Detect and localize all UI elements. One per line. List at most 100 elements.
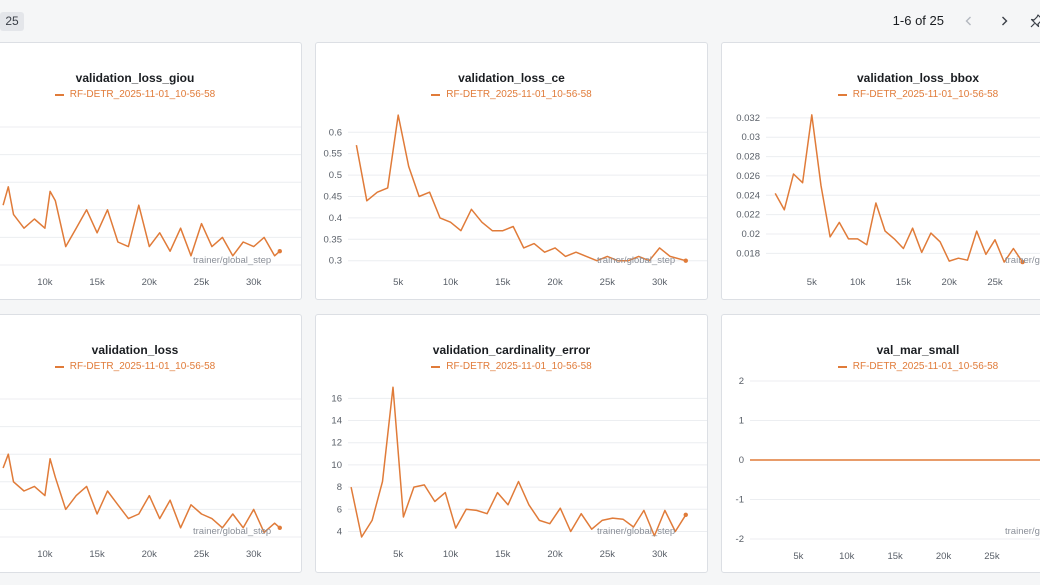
- y-tick-label: 0.6: [329, 127, 342, 138]
- y-tick-label: 0.024: [736, 190, 760, 201]
- panel-toolbar: 25 1-6 of 25: [0, 0, 1040, 40]
- legend-swatch: [54, 93, 64, 96]
- y-tick-label: 0.35: [324, 234, 343, 245]
- x-tick-label: 5k: [393, 549, 403, 560]
- chevron-left-icon: [965, 16, 971, 26]
- y-tick-label: 0.4: [329, 213, 342, 224]
- x-axis-title: trainer/global_step: [193, 526, 272, 537]
- y-tick-label: 16: [331, 393, 342, 404]
- panel-count-badge: 25: [0, 12, 24, 31]
- chart-panel-validation-cardinality-error[interactable]: validation_cardinality_error RF-DETR_202…: [315, 314, 708, 573]
- legend-swatch: [837, 365, 847, 368]
- chart-title: validation_loss_giou: [75, 71, 195, 85]
- x-tick-label: 10k: [839, 551, 855, 562]
- legend-label: RF-DETR_2025-11-01_10-56-58: [69, 361, 216, 372]
- legend-label: RF-DETR_2025-11-01_10-56-58: [852, 89, 999, 100]
- chart-plot: 0.3 0.35 0.4 0.45 0.5 0.55 0.6 5k 10k 15k 20k 25k 30…: [324, 114, 707, 288]
- x-tick-label: 15k: [896, 277, 912, 288]
- y-tick-label: -2: [736, 534, 744, 545]
- y-tick-label: 14: [331, 416, 342, 427]
- x-tick-label: 20k: [547, 549, 563, 560]
- x-tick-label: 15k: [495, 277, 511, 288]
- pin-icon: [1030, 14, 1040, 28]
- x-axis-title: trainer/global_step: [1005, 526, 1040, 537]
- prev-page-button[interactable]: [958, 10, 980, 32]
- y-tick-label: 0.55: [324, 149, 343, 160]
- x-tick-label: 25k: [194, 549, 210, 560]
- chart-panel-validation-loss-ce[interactable]: validation_loss_ce RF-DETR_2025-11-01_10…: [315, 42, 708, 300]
- y-tick-label: 2: [739, 376, 744, 387]
- chevron-right-icon: [1002, 16, 1008, 26]
- series-line: [350, 386, 687, 538]
- y-tick-label: 0: [739, 455, 744, 466]
- y-tick-label: 0.018: [736, 248, 760, 259]
- pin-button[interactable]: [1026, 10, 1040, 32]
- x-tick-label: 25k: [600, 277, 616, 288]
- y-tick-label: 0.022: [736, 210, 760, 221]
- x-tick-label: 15k: [89, 549, 105, 560]
- x-axis-title: trainer/global_step: [597, 255, 676, 266]
- x-tick-label: 15k: [887, 551, 903, 562]
- series-end-point: [277, 249, 282, 254]
- y-tick-label: 0.026: [736, 171, 760, 182]
- chart-title: val_mar_small: [876, 343, 960, 357]
- x-tick-label: 20k: [142, 549, 158, 560]
- y-tick-label: 6: [337, 504, 342, 515]
- y-tick-label: 0.3: [329, 256, 342, 267]
- chart-panel-val-mar-small[interactable]: val_mar_small RF-DETR_2025-11-01_10-56-5…: [721, 314, 1040, 573]
- y-tick-label: -1: [736, 495, 744, 506]
- series-line: [774, 114, 1024, 263]
- chart-legend: RF-DETR_2025-11-01_10-56-58: [316, 361, 707, 372]
- chart-title: validation_loss_bbox: [856, 71, 980, 85]
- y-tick-label: 0.02: [742, 229, 761, 240]
- x-tick-label: 20k: [142, 277, 158, 288]
- chart-panel-validation-loss-bbox[interactable]: validation_loss_bbox RF-DETR_2025-11-01_…: [721, 42, 1040, 300]
- pagination-label: 1-6 of 25: [892, 13, 944, 28]
- y-tick-label: 0.03: [742, 132, 761, 143]
- series-end-point: [683, 258, 688, 263]
- chart-title: validation_loss_ce: [458, 71, 565, 85]
- y-tick-label: 4: [337, 526, 342, 537]
- x-tick-label: 25k: [194, 277, 210, 288]
- x-tick-label: 15k: [495, 549, 511, 560]
- x-axis-title: trainer/global_step: [1005, 255, 1040, 266]
- x-tick-label: 5k: [393, 277, 403, 288]
- series-end-point: [277, 525, 282, 530]
- y-tick-label: 10: [331, 460, 342, 471]
- y-tick-label: 0.032: [736, 113, 760, 124]
- y-tick-label: 8: [337, 482, 342, 493]
- x-tick-label: 5k: [793, 551, 803, 562]
- series-line: [355, 114, 686, 262]
- x-tick-label: 10k: [443, 549, 459, 560]
- legend-swatch: [431, 365, 441, 368]
- chart-plot: 10k 15k 20k 25k 30k: [0, 398, 301, 560]
- x-axis-title: trainer/global_step: [597, 526, 676, 537]
- x-tick-label: 20k: [547, 277, 563, 288]
- chart-legend: RF-DETR_2025-11-01_10-56-58: [784, 361, 1040, 372]
- x-tick-label: 10k: [37, 277, 53, 288]
- y-tick-label: 0.028: [736, 152, 760, 163]
- y-tick-label: 0.5: [329, 170, 342, 181]
- chart-legend: RF-DETR_2025-11-01_10-56-58: [0, 89, 277, 100]
- series-line: [2, 453, 281, 534]
- x-tick-label: 25k: [987, 277, 1003, 288]
- chart-plot: 4 6 8 10 12 14 16 5k 10k 15k 20k 25k 30k: [331, 386, 707, 560]
- x-tick-label: 30k: [246, 277, 262, 288]
- x-tick-label: 10k: [37, 549, 53, 560]
- series-line: [2, 186, 281, 257]
- chart-panel-validation-loss[interactable]: validation_loss RF-DETR_2025-11-01_10-56…: [0, 314, 302, 573]
- chart-legend: RF-DETR_2025-11-01_10-56-58: [316, 89, 707, 100]
- y-tick-label: 0.45: [324, 191, 343, 202]
- x-tick-label: 25k: [984, 551, 1000, 562]
- x-tick-label: 15k: [89, 277, 105, 288]
- chart-plot: 0.018 0.02 0.022 0.024 0.026 0.028 0.03 0.032 5k…: [736, 113, 1040, 288]
- legend-swatch: [54, 365, 64, 368]
- chart-panel-validation-loss-giou[interactable]: validation_loss_giou RF-DETR_2025-11-01_…: [0, 42, 302, 300]
- x-tick-label: 10k: [850, 277, 866, 288]
- x-tick-label: 25k: [600, 549, 616, 560]
- chart-title: validation_cardinality_error: [432, 343, 591, 357]
- x-axis-title: trainer/global_step: [193, 255, 272, 266]
- series-end-point: [1020, 259, 1025, 265]
- next-page-button[interactable]: [993, 10, 1015, 32]
